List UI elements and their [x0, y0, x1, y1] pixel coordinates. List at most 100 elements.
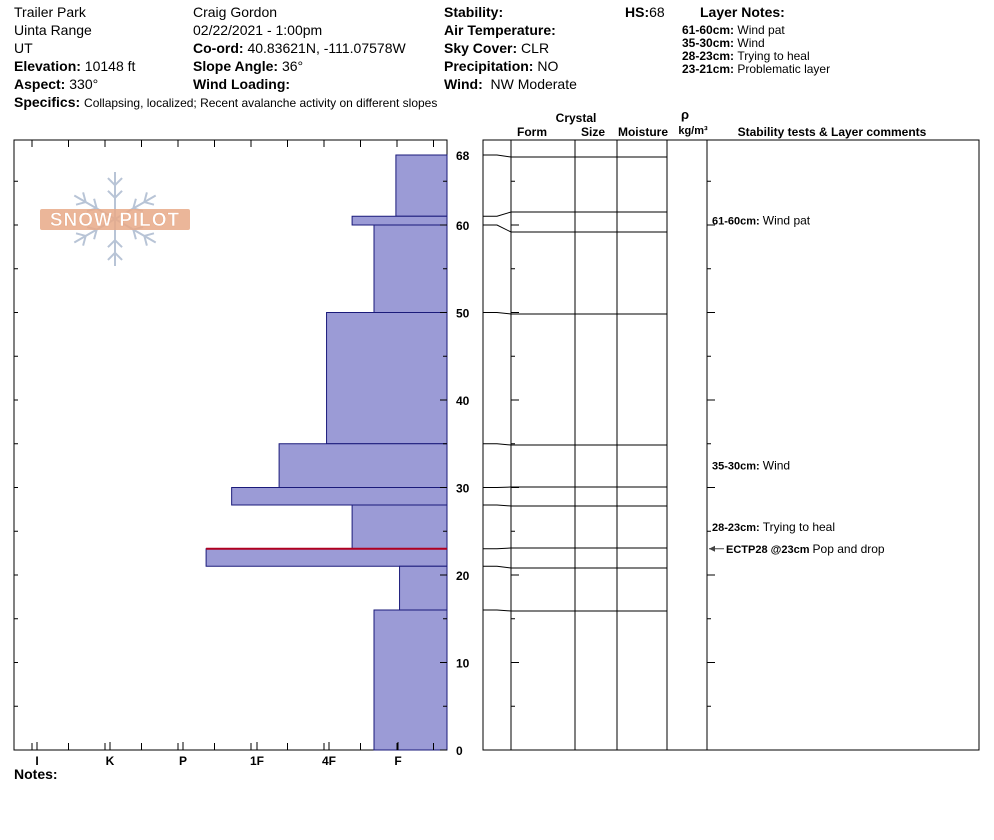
specifics-label: Specifics:: [14, 94, 81, 110]
layer-boundary-line: [483, 312, 667, 315]
layer-comments: 61-60cm: Wind pat 35-30cm: Wind 28-23cm: T…: [712, 214, 835, 534]
location-name: Trailer Park: [14, 4, 86, 20]
logo-banner: [40, 209, 190, 230]
observer-name: Craig Gordon: [193, 4, 278, 20]
coord-value: 40.83621N, -111.07578W: [247, 40, 406, 56]
precip-value: NO: [537, 58, 559, 74]
depth-tick-label: 40: [456, 394, 470, 408]
hardness-tick-label: P: [179, 754, 187, 768]
stability-test-text: ECTP28 @23cm Pop and drop: [726, 542, 885, 556]
slope-label: Slope Angle:: [193, 58, 279, 74]
observation-datetime: 02/22/2021 - 1:00pm: [193, 22, 323, 38]
air-temp-label: Air Temperature:: [444, 22, 556, 38]
elevation: Elevation: 10148 ft: [14, 57, 135, 75]
stability-label: Stability:: [444, 4, 504, 20]
depth-tick-label: 30: [456, 482, 470, 496]
layer-notes-title: Layer Notes:: [700, 4, 785, 20]
layer-boundary-line: [483, 224, 667, 233]
specifics-value: Collapsing, localized; Recent avalanche …: [84, 96, 438, 110]
layer-comment: 35-30cm: Wind: [712, 459, 790, 473]
layer-note-item: 35-30cm: Wind: [682, 36, 765, 50]
stability-test-annotation: ECTP28 @23cm Pop and drop: [709, 542, 885, 556]
hardness-tick-label: I: [35, 754, 38, 768]
depth-tick-label: 10: [456, 657, 470, 671]
depth-tick-label: 60: [456, 219, 470, 233]
snow-pilot-logo: SNOW PILOT: [40, 172, 190, 266]
layer-boundary-line: [483, 443, 667, 446]
hardness-tick-label: 4F: [322, 754, 336, 768]
specifics: Specifics: Collapsing, localized; Recent…: [14, 93, 437, 112]
precipitation: Precipitation: NO: [444, 57, 558, 75]
depth-tick-label: 68: [456, 149, 470, 163]
header-stability-tests: Stability tests & Layer comments: [738, 125, 927, 139]
hardness-layer-bar: [351, 504, 448, 550]
hardness-layer-bar: [399, 565, 448, 611]
hs-value: 68: [649, 4, 665, 20]
table-layer-lines: [483, 154, 667, 612]
header-rho: ρ: [681, 107, 689, 122]
wind-loading-label: Wind Loading:: [193, 76, 291, 92]
layer-comment: 28-23cm: Trying to heal: [712, 520, 835, 534]
state: UT: [14, 40, 33, 56]
header-density-unit: kg/m³: [678, 125, 708, 137]
layer-note-item: 61-60cm: Wind pat: [682, 23, 785, 37]
layer-boundary-line: [483, 547, 667, 550]
sky-cover: Sky Cover: CLR: [444, 39, 549, 57]
elevation-label: Elevation:: [14, 58, 81, 74]
wind-label: Wind:: [444, 76, 483, 92]
aspect: Aspect: 330°: [14, 75, 98, 93]
hardness-layer-bar: [231, 487, 448, 506]
header-form: Form: [517, 125, 547, 139]
logo-text: SNOW PILOT: [50, 210, 180, 231]
depth-tick-label: 0: [456, 744, 463, 758]
arrow-head-icon: [709, 545, 715, 552]
layer-boundary-line: [483, 609, 667, 612]
slope-value: 36°: [281, 58, 304, 74]
slope-angle: Slope Angle: 36°: [193, 57, 303, 75]
hs-label: HS:: [625, 4, 650, 20]
header-moisture: Moisture: [618, 125, 668, 139]
hardness-tick-label: F: [394, 754, 401, 768]
layer-table-frame: [482, 139, 980, 751]
elevation-value: 10148 ft: [84, 58, 136, 74]
hardness-layer-bar: [326, 312, 448, 445]
layer-comment: 61-60cm: Wind pat: [712, 214, 811, 228]
aspect-label: Aspect:: [14, 76, 66, 92]
layer-boundary-line: [483, 486, 667, 488]
hardness-layers: [205, 154, 448, 751]
header-crystal: Crystal: [556, 111, 597, 125]
precip-label: Precipitation:: [444, 58, 534, 74]
sky-value: CLR: [521, 40, 550, 56]
depth-tick-label: 20: [456, 569, 470, 583]
sky-label: Sky Cover:: [444, 40, 518, 56]
hardness-layer-bar: [205, 548, 448, 567]
layer-note-item: 28-23cm: Trying to heal: [682, 49, 810, 63]
depth-tick-label: 50: [456, 307, 470, 321]
layer-boundary-line: [483, 565, 667, 569]
aspect-value: 330°: [69, 76, 99, 92]
wind-loading: Wind Loading:: [193, 75, 294, 93]
coord-label: Co-ord:: [193, 40, 244, 56]
header-size: Size: [581, 125, 605, 139]
hardness-layer-bar: [395, 154, 448, 217]
wind: Wind: NW Moderate: [444, 75, 577, 93]
depth-axis: 0 10 20 30 40 50 60 68: [440, 149, 715, 758]
hardness-layer-bar: [351, 215, 448, 226]
layer-note-item: 23-21cm: Problematic layer: [682, 62, 831, 76]
stability: Stability:: [444, 3, 507, 21]
layer-boundary-line: [483, 504, 667, 507]
hardness-ticks: I K P 1F 4F F: [14, 140, 434, 768]
wind-value: NW Moderate: [490, 76, 577, 92]
hardness-layer-bar: [373, 224, 448, 313]
layer-boundary-line: [483, 211, 667, 217]
hardness-tick-label: 1F: [250, 754, 264, 768]
coordinates: Co-ord: 40.83621N, -111.07578W: [193, 39, 406, 57]
air-temperature: Air Temperature:: [444, 21, 560, 39]
layer-boundary-line: [483, 154, 667, 158]
hardness-layer-bar: [373, 609, 448, 751]
hardness-tick-label: K: [106, 754, 115, 768]
hardness-layer-bar: [278, 443, 448, 488]
notes-label: Notes:: [14, 766, 58, 782]
mountain-range: Uinta Range: [14, 22, 92, 38]
